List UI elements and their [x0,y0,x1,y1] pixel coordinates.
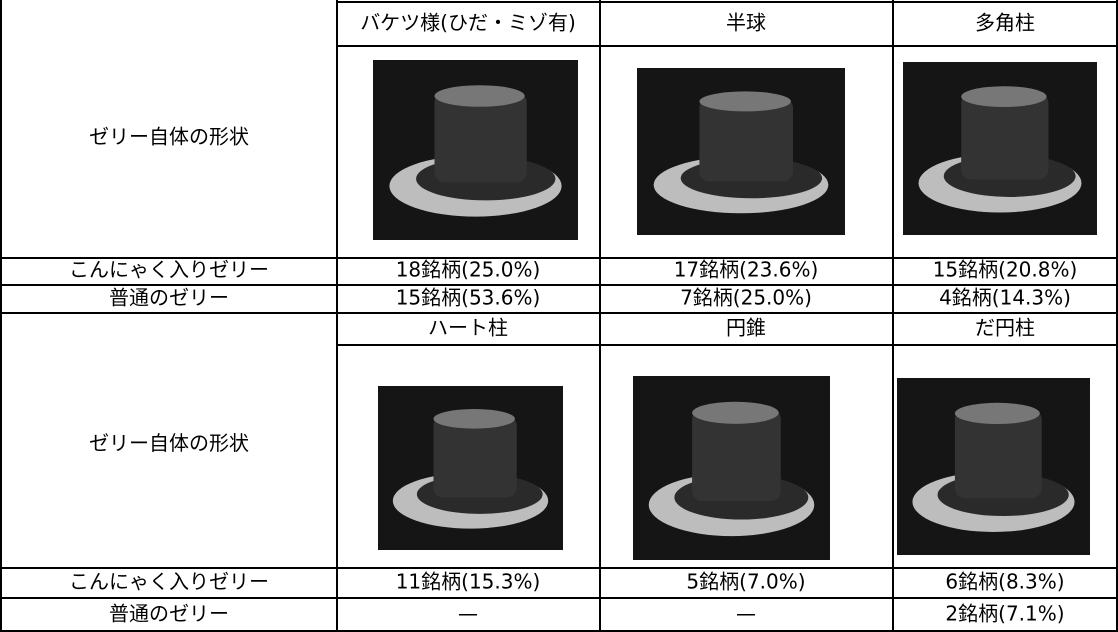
jelly-photo [378,386,563,550]
column-header: ハート柱 [428,316,508,340]
cell: — [458,602,478,626]
jelly-top [433,408,515,429]
jelly-photo [633,376,830,560]
column-header: 円錐 [726,316,766,340]
jelly-top [692,401,779,424]
row-label: こんにゃく入りゼリー [69,570,269,594]
cell: 7銘柄(25.0%) [680,286,812,310]
row-label: こんにゃく入りゼリー [69,258,269,282]
column-header: だ円柱 [975,316,1035,340]
row-label: 普通のゼリー [109,286,229,310]
jelly-body [699,98,793,182]
column-header: バケツ様(ひだ・ミゾ有) [360,11,576,35]
cell: 5銘柄(7.0%) [686,570,805,594]
cell: 2銘柄(7.1%) [945,602,1064,626]
column-header: 半球 [726,11,766,35]
cell: 4銘柄(14.3%) [939,286,1071,310]
jelly-photo [373,60,578,240]
jelly-body [692,409,781,502]
jelly-body [434,92,527,183]
jelly-photo [903,62,1097,235]
jelly-photo [637,68,845,235]
column-header: 多角柱 [975,11,1035,35]
row-label: 普通のゼリー [109,602,229,626]
cell: 18銘柄(25.0%) [396,258,541,282]
row-header: ゼリー自体の形状 [89,125,249,149]
cell: 11銘柄(15.3%) [396,570,541,594]
jelly-top [961,86,1047,107]
jelly-photo [897,378,1090,555]
jelly-body [961,93,1049,180]
row-header: ゼリー自体の形状 [89,431,249,455]
cell: — [736,602,756,626]
jelly-top [699,91,791,112]
cell: 15銘柄(53.6%) [396,286,541,310]
cell: 17銘柄(23.6%) [674,258,819,282]
jelly-body [954,409,1042,499]
jelly-body [433,415,517,498]
cell: 15銘柄(20.8%) [933,258,1078,282]
jelly-top [954,402,1040,425]
cell: 6銘柄(8.3%) [945,570,1064,594]
jelly-top [434,85,525,107]
